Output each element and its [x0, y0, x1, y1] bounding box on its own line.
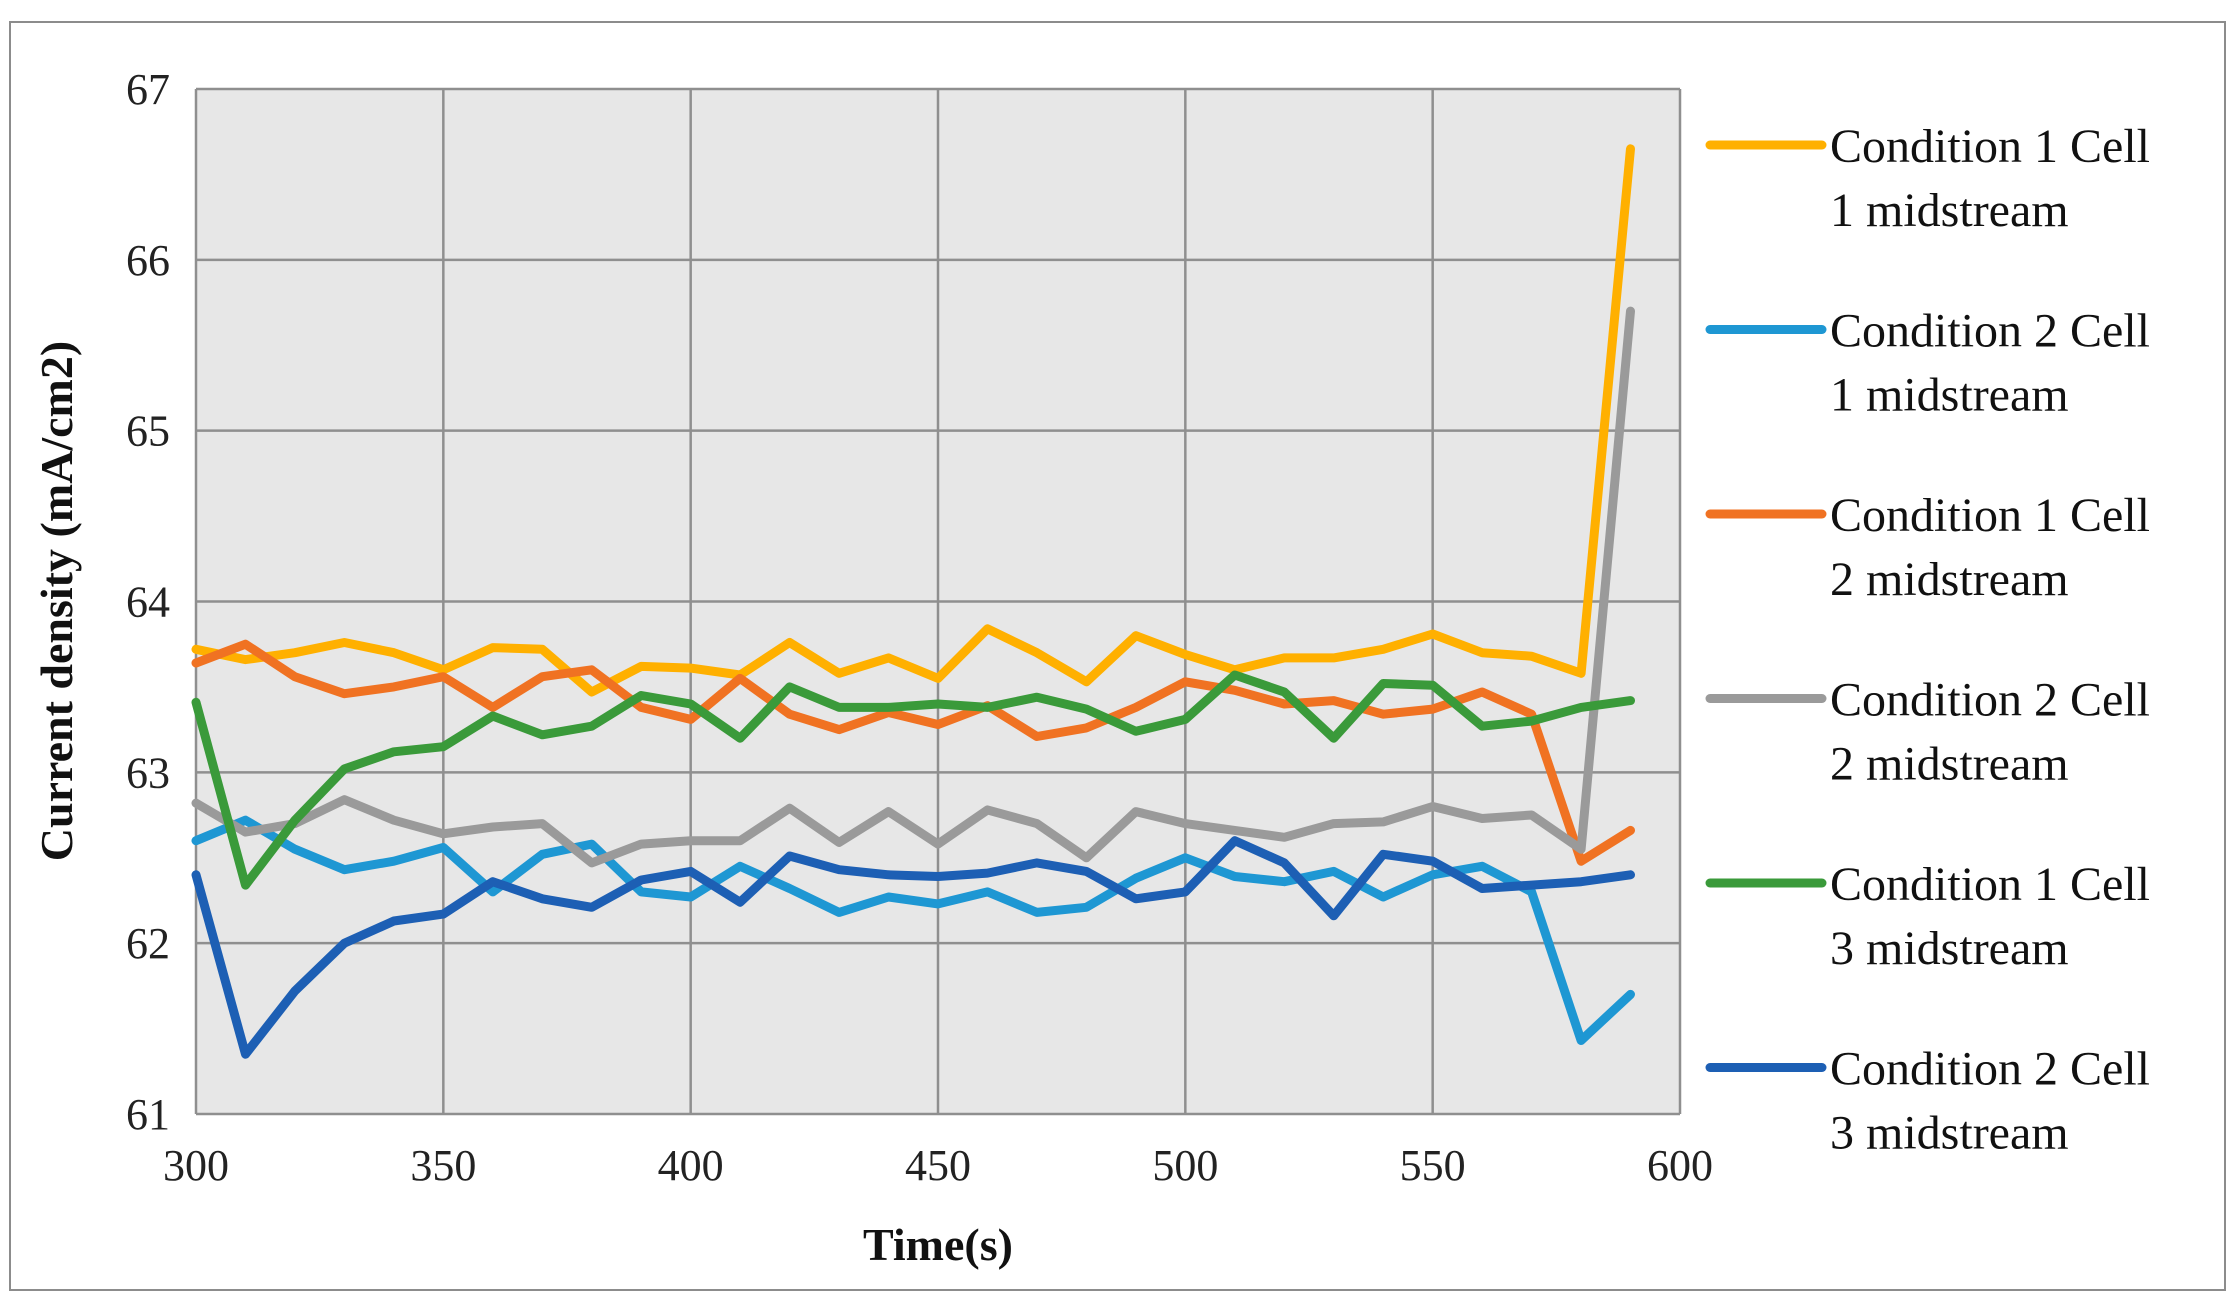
legend-item-4: Condition 2 Cell 2 midstream [1705, 674, 2150, 791]
legend-label: 1 midstream [1830, 184, 2069, 237]
tick-labels: 300 350 400 450 500 550 600 61 62 63 64 65 66 67 [126, 65, 1713, 1190]
legend-label: Condition 2 Cell [1830, 1043, 2150, 1096]
legend-item-2: Condition 2 Cell 1 midstream [1705, 305, 2150, 422]
y-axis-title: Current density (mA/cm2) [31, 341, 82, 861]
x-tick-label: 550 [1400, 1141, 1466, 1190]
y-tick-label: 64 [126, 578, 170, 627]
x-tick-label: 450 [905, 1141, 971, 1190]
y-tick-label: 66 [126, 236, 170, 285]
legend-item-5: Condition 1 Cell 3 midstream [1705, 858, 2150, 975]
series-line-1 [191, 144, 1635, 697]
legend-label: 3 midstream [1830, 922, 2069, 975]
y-tick-label: 63 [126, 748, 170, 797]
series-line-6 [191, 836, 1635, 1059]
legend-label: Condition 1 Cell [1830, 120, 2150, 173]
legend-label: Condition 1 Cell [1830, 858, 2150, 911]
series-line-4 [191, 306, 1635, 868]
x-tick-label: 350 [410, 1141, 476, 1190]
legend-label: 2 midstream [1830, 738, 2069, 791]
x-tick-label: 600 [1647, 1141, 1713, 1190]
legend-label: 2 midstream [1830, 553, 2069, 606]
series-line-5 [191, 670, 1635, 890]
y-tick-label: 61 [126, 1090, 170, 1139]
legend-label: Condition 2 Cell [1830, 305, 2150, 358]
legend-label: 1 midstream [1830, 369, 2069, 422]
y-tick-label: 67 [126, 65, 170, 114]
gridlines [194, 87, 1682, 1116]
x-tick-label: 300 [163, 1141, 229, 1190]
legend-item-6: Condition 2 Cell 3 midstream [1705, 1043, 2150, 1160]
x-tick-label: 400 [658, 1141, 724, 1190]
legend-label: Condition 2 Cell [1830, 674, 2150, 727]
legend-item-3: Condition 1 Cell 2 midstream [1705, 489, 2150, 606]
series-lines [191, 144, 1635, 1059]
series-line-2 [191, 815, 1635, 1045]
legend-label: Condition 1 Cell [1830, 489, 2150, 542]
series-line-3 [191, 639, 1635, 866]
y-tick-label: 65 [126, 407, 170, 456]
x-tick-label: 500 [1152, 1141, 1218, 1190]
y-tick-label: 62 [126, 919, 170, 968]
legend-item-1: Condition 1 Cell 1 midstream [1705, 120, 2150, 237]
legend-label: 3 midstream [1830, 1107, 2069, 1160]
x-axis-title: Time(s) [863, 1219, 1013, 1270]
